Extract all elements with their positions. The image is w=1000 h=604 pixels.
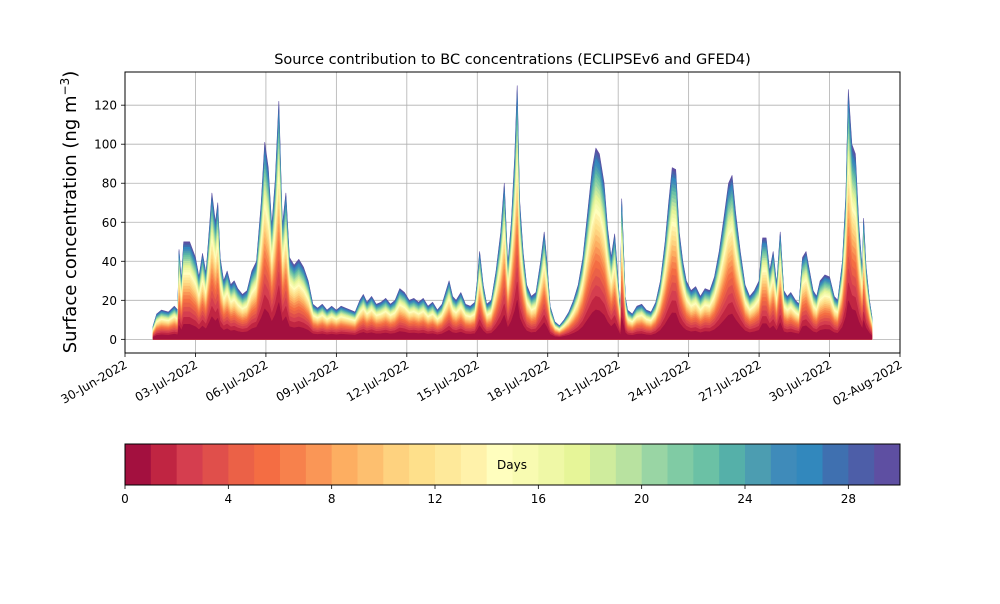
y-tick-label: 100 — [94, 138, 117, 152]
colorbar-tick-label: 28 — [841, 492, 856, 506]
colorbar-segment — [615, 444, 643, 485]
y-tick-label: 0 — [109, 333, 117, 347]
stack-layer-day-3 — [152, 255, 873, 340]
colorbar-segment — [176, 444, 203, 485]
colorbar-segment — [460, 444, 488, 485]
chart-title: Source contribution to BC concentrations… — [274, 52, 751, 68]
y-tick-label: 40 — [102, 255, 117, 269]
colorbar-segment — [822, 444, 849, 485]
colorbar-segment — [150, 444, 178, 485]
colorbar-label: Days — [497, 458, 527, 472]
colorbar-segment — [590, 444, 617, 485]
x-tick-label: 27-Jul-2022 — [696, 357, 763, 404]
x-tick-label: 30-Jul-2022 — [767, 357, 834, 404]
colorbar-segment — [538, 444, 565, 485]
colorbar-tick-label: 16 — [531, 492, 546, 506]
colorbar-segment — [512, 444, 539, 485]
colorbar-tick-label: 4 — [225, 492, 233, 506]
stack-layers — [152, 85, 873, 340]
colorbar-segment — [383, 444, 410, 485]
colorbar: 0 4 8 12 16 20 24 28 — [121, 443, 901, 506]
colorbar-segment — [435, 444, 462, 485]
y-tick-label: 20 — [102, 294, 117, 308]
x-tick-label: 06-Jul-2022 — [203, 357, 270, 404]
colorbar-segment — [796, 444, 823, 485]
colorbar-tick-label: 8 — [328, 492, 336, 506]
colorbar-segment — [357, 444, 384, 485]
x-tick-label: 30-Jun-2022 — [59, 357, 130, 406]
x-tick-label: 24-Jul-2022 — [626, 357, 693, 404]
colorbar-segment — [770, 444, 798, 485]
colorbar-segment — [693, 444, 720, 485]
y-axis-label: Surface concentration (ng m−3) — [58, 71, 81, 354]
x-tick-label: 15-Jul-2022 — [414, 357, 481, 404]
colorbar-segment — [745, 444, 772, 485]
colorbar-segment — [719, 444, 746, 485]
colorbar-segment — [125, 444, 152, 485]
x-tick-label: 09-Jul-2022 — [274, 357, 341, 404]
plot-area: 0 20 40 60 80 100 120 30-Jun-2022 03-Jul-2022 06-… — [59, 71, 905, 408]
colorbar-segment — [667, 444, 694, 485]
stack-layer-day-0 — [152, 299, 873, 340]
y-tick-label: 80 — [102, 177, 117, 191]
colorbar-tick-label: 0 — [121, 492, 129, 506]
x-tick-label: 12-Jul-2022 — [344, 357, 411, 404]
colorbar-tick-label: 12 — [427, 492, 442, 506]
y-tick-label: 120 — [94, 99, 117, 113]
x-tick-label: 03-Jul-2022 — [133, 357, 200, 404]
colorbar-segment — [874, 444, 901, 485]
colorbar-segment — [280, 444, 307, 485]
axes-frame — [124, 71, 901, 354]
colorbar-segment — [305, 444, 333, 485]
colorbar-segment — [254, 444, 281, 485]
colorbar-segment — [409, 444, 436, 485]
colorbar-tick-label: 24 — [737, 492, 752, 506]
x-tick-label: 02-Aug-2022 — [830, 357, 904, 408]
colorbar-segment — [848, 444, 875, 485]
x-tick-label: 18-Jul-2022 — [485, 357, 552, 404]
colorbar-segment — [641, 444, 668, 485]
colorbar-frame — [124, 443, 901, 486]
colorbar-segment — [564, 444, 591, 485]
colorbar-segment — [331, 444, 358, 485]
colorbar-segment — [228, 444, 255, 485]
y-tick-label: 60 — [102, 216, 117, 230]
stack-layer-day-2 — [152, 267, 873, 340]
x-tick-label: 21-Jul-2022 — [555, 357, 622, 404]
stack-layer-day-1 — [152, 281, 873, 340]
colorbar-tick-label: 20 — [634, 492, 649, 506]
colorbar-segment — [202, 444, 229, 485]
colorbar-segment — [486, 444, 513, 485]
